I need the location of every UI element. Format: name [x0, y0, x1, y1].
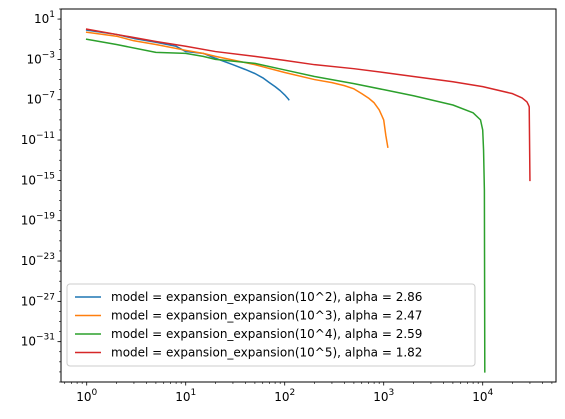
y-tick-label-base: 10 — [21, 294, 36, 308]
x-tick-label: 103 — [373, 388, 394, 404]
y-tick-label: 10−31 — [21, 333, 55, 349]
x-tick-label-exponent: 1 — [190, 388, 196, 398]
x-tick-label-base: 10 — [76, 390, 91, 404]
y-tick-label-exponent: −31 — [36, 333, 55, 343]
y-tick-label-base: 10 — [21, 335, 36, 349]
y-tick-label-base: 10 — [21, 173, 36, 187]
x-tick-label-exponent: 3 — [388, 388, 394, 398]
y-tick-label: 10−15 — [21, 171, 55, 187]
legend-label-4: model = expansion_expansion(10^5), alpha… — [111, 346, 422, 360]
y-tick-label: 10−23 — [21, 252, 55, 268]
y-tick-label-exponent: −27 — [36, 292, 55, 302]
y-tick-label-base: 10 — [21, 254, 36, 268]
legend-label-3: model = expansion_expansion(10^4), alpha… — [111, 327, 422, 341]
y-tick-label-exponent: −11 — [36, 131, 55, 141]
legend: model = expansion_expansion(10^2), alpha… — [66, 283, 476, 367]
y-tick-label: 101 — [34, 10, 55, 26]
series-line-3 — [85, 38, 486, 373]
y-tick-label-base: 10 — [26, 93, 41, 107]
y-tick-label: 10−27 — [21, 292, 55, 308]
y-axis: 10110−310−710−1110−1510−1910−2310−2710−3… — [21, 8, 61, 383]
x-tick-label: 100 — [76, 388, 97, 404]
legend-box — [66, 283, 476, 367]
y-tick-label-base: 10 — [21, 214, 36, 228]
y-tick-label-exponent: −3 — [42, 50, 55, 60]
y-tick-label-exponent: −19 — [36, 212, 55, 222]
y-tick-label-base: 10 — [21, 133, 36, 147]
y-tick-label-base: 10 — [34, 12, 49, 26]
y-tick-label-exponent: −15 — [36, 171, 55, 181]
legend-label-2: model = expansion_expansion(10^3), alpha… — [111, 309, 422, 323]
x-tick-label-exponent: 2 — [289, 388, 295, 398]
y-tick-label-exponent: 1 — [49, 10, 55, 20]
plot-frame — [60, 8, 557, 383]
x-tick-label: 101 — [175, 388, 196, 404]
x-tick-label: 104 — [472, 388, 493, 404]
y-tick-label-exponent: −7 — [42, 91, 55, 101]
x-tick-label-base: 10 — [274, 390, 289, 404]
series-layer — [85, 28, 531, 373]
y-tick-label: 10−19 — [21, 212, 56, 228]
x-axis: 100 101 102 103 104 — [64, 382, 553, 404]
series-line-1 — [85, 29, 290, 101]
y-tick-label-exponent: −23 — [36, 252, 55, 262]
x-tick-label-base: 10 — [175, 390, 190, 404]
y-tick-label: 10−7 — [26, 91, 55, 107]
y-tick-label-base: 10 — [26, 52, 41, 66]
x-tick-label-exponent: 4 — [487, 388, 493, 398]
x-tick-label-base: 10 — [373, 390, 388, 404]
legend-label-1: model = expansion_expansion(10^2), alpha… — [111, 290, 422, 304]
y-tick-label: 10−3 — [26, 50, 55, 66]
y-tick-label: 10−11 — [21, 131, 55, 147]
x-tick-label: 102 — [274, 388, 295, 404]
x-tick-label-base: 10 — [472, 390, 487, 404]
series-line-4 — [85, 28, 531, 182]
x-tick-label-exponent: 0 — [91, 388, 97, 398]
series-line-2 — [85, 31, 389, 148]
